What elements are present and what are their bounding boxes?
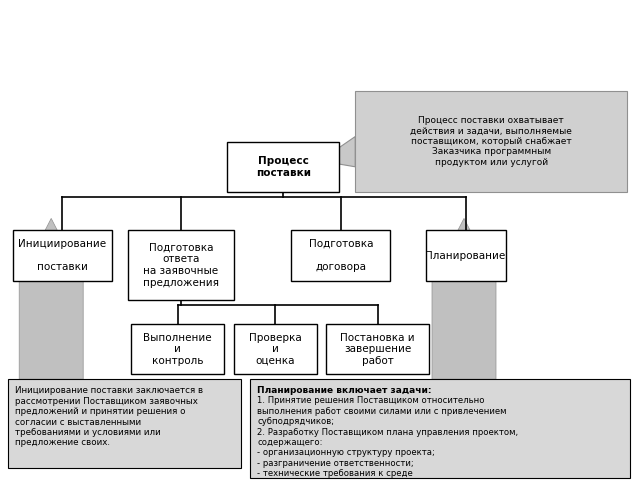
FancyBboxPatch shape xyxy=(426,230,506,281)
FancyBboxPatch shape xyxy=(128,230,234,300)
Text: 1. Принятие решения Поставщиком относительно
выполнения работ своими силами или : 1. Принятие решения Поставщиком относите… xyxy=(257,396,518,480)
Polygon shape xyxy=(320,136,355,167)
FancyBboxPatch shape xyxy=(355,91,627,192)
FancyBboxPatch shape xyxy=(13,230,112,281)
Text: Инициирование поставки заключается в
рассмотрении Поставщиком заявочных
предложе: Инициирование поставки заключается в рас… xyxy=(15,386,204,447)
FancyBboxPatch shape xyxy=(234,324,317,374)
Text: Планирование: Планирование xyxy=(426,251,506,261)
Text: Инициирование

поставки: Инициирование поставки xyxy=(19,239,106,272)
FancyBboxPatch shape xyxy=(8,379,241,468)
FancyBboxPatch shape xyxy=(131,324,224,374)
Text: Постановка и
завершение
работ: Постановка и завершение работ xyxy=(340,333,415,366)
FancyBboxPatch shape xyxy=(227,142,339,192)
Polygon shape xyxy=(432,218,496,379)
Text: Проверка
и
оценка: Проверка и оценка xyxy=(249,333,301,366)
Text: Процесс поставки охватывает
действия и задачи, выполняемые
поставщиком, который : Процесс поставки охватывает действия и з… xyxy=(410,116,572,167)
FancyBboxPatch shape xyxy=(250,379,630,478)
Text: Подготовка
ответа
на заявочные
предложения: Подготовка ответа на заявочные предложен… xyxy=(143,243,219,288)
FancyBboxPatch shape xyxy=(291,230,390,281)
FancyBboxPatch shape xyxy=(326,324,429,374)
Text: Планирование включает задачи:: Планирование включает задачи: xyxy=(257,386,432,395)
Text: Выполнение
и
контроль: Выполнение и контроль xyxy=(143,333,212,366)
Text: Процесс
поставки: Процесс поставки xyxy=(256,156,310,178)
Polygon shape xyxy=(19,218,83,379)
Text: Подготовка

договора: Подготовка договора xyxy=(308,239,373,272)
